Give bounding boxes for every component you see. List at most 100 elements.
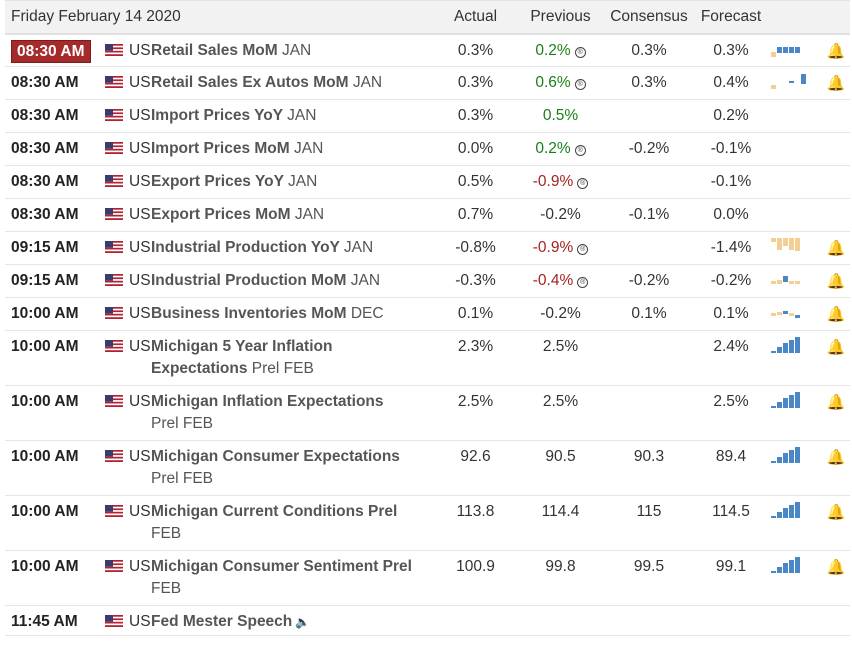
col-alert: [822, 1, 850, 34]
country-cell: US: [97, 199, 151, 232]
event-name[interactable]: Fed Mester Speech 🔈: [151, 613, 311, 630]
us-flag-icon: [105, 43, 123, 56]
actual-value: 0.3%: [457, 107, 494, 124]
actual-value: 100.9: [456, 558, 495, 575]
table-row[interactable]: 08:30 AM US Export Prices MoM JAN 0.7% -…: [5, 199, 850, 232]
event-name[interactable]: Industrial Production YoY JAN: [151, 239, 374, 256]
forecast-value: 114.5: [712, 503, 750, 520]
table-row[interactable]: 08:30 AM US Retail Sales MoM JAN 0.3% 0.…: [5, 34, 850, 67]
table-row[interactable]: 09:15 AM US Industrial Production MoM JA…: [5, 265, 850, 298]
table-row[interactable]: 10:00 AM US Michigan Consumer Sentiment …: [5, 551, 850, 606]
header-row: Friday February 14 2020 Actual Previous …: [5, 0, 850, 34]
event-name[interactable]: Export Prices MoM JAN: [151, 206, 325, 223]
event-name[interactable]: Export Prices YoY JAN: [151, 173, 318, 190]
table-row[interactable]: 08:30 AM US Retail Sales Ex Autos MoM JA…: [5, 67, 850, 100]
revised-icon[interactable]: ®: [574, 145, 586, 156]
event-name[interactable]: Import Prices MoM JAN: [151, 140, 324, 157]
bell-icon[interactable]: 🔔: [826, 75, 846, 92]
us-flag-icon: [105, 560, 123, 572]
sparkline-icon[interactable]: [767, 34, 822, 67]
actual-value: -0.3%: [455, 272, 496, 289]
bell-icon[interactable]: 🔔: [826, 449, 846, 466]
sparkline-icon[interactable]: [767, 298, 822, 331]
revised-icon[interactable]: ®: [574, 79, 586, 90]
table-row[interactable]: 08:30 AM US Import Prices YoY JAN 0.3% 0…: [5, 100, 850, 133]
sparkline-icon[interactable]: [767, 331, 822, 386]
country-code: US: [129, 558, 151, 575]
event-name[interactable]: Michigan Current Conditions Prel FEB: [151, 503, 398, 542]
previous-value: 0.5%: [542, 107, 579, 124]
event-name[interactable]: Retail Sales MoM JAN: [151, 41, 312, 59]
event-period: JAN: [281, 41, 312, 59]
event-time: 11:45 AM: [11, 613, 78, 630]
table-row[interactable]: 10:00 AM US Michigan Consumer Expectatio…: [5, 441, 850, 496]
event-period: JAN: [287, 107, 317, 124]
consensus-value: [603, 166, 695, 199]
country-cell: US: [97, 265, 151, 298]
forecast-value: 0.2%: [713, 107, 749, 124]
sparkline-icon[interactable]: [767, 496, 822, 551]
table-row[interactable]: 11:45 AM US Fed Mester Speech 🔈: [5, 606, 850, 636]
sparkline-icon[interactable]: [767, 232, 822, 265]
event-period: DEC: [350, 305, 384, 322]
revised-icon[interactable]: ®: [577, 178, 589, 189]
event-name[interactable]: Michigan Consumer Sentiment Prel FEB: [151, 558, 412, 597]
table-row[interactable]: 10:00 AM US Michigan Current Conditions …: [5, 496, 850, 551]
event-name[interactable]: Michigan Inflation Expectations Prel FEB: [151, 393, 384, 432]
actual-value: 0.7%: [457, 206, 494, 223]
bell-icon[interactable]: 🔔: [826, 504, 846, 521]
col-actual[interactable]: Actual: [453, 7, 498, 25]
col-forecast[interactable]: Forecast: [700, 7, 762, 25]
bell-icon[interactable]: 🔔: [826, 339, 846, 356]
bell-icon[interactable]: 🔔: [826, 306, 846, 323]
event-period: JAN: [350, 272, 381, 289]
previous-value: 0.6% ®: [518, 67, 603, 100]
actual-value: 113.8: [456, 503, 495, 520]
calendar-table: Friday February 14 2020 Actual Previous …: [5, 0, 850, 636]
revised-icon[interactable]: ®: [577, 277, 589, 288]
col-chart: [767, 1, 822, 34]
revised-icon[interactable]: ®: [574, 46, 586, 58]
sparkline-icon[interactable]: [767, 386, 822, 441]
event-name[interactable]: Michigan Consumer Expectations Prel FEB: [151, 448, 400, 487]
event-time: 10:00 AM: [11, 558, 79, 575]
event-period: Prel FEB: [151, 470, 214, 487]
sparkline-icon[interactable]: [767, 441, 822, 496]
previous-value: -0.9% ®: [518, 232, 603, 265]
bell-icon[interactable]: 🔔: [826, 273, 846, 290]
forecast-value: -0.1%: [710, 140, 752, 157]
event-name[interactable]: Import Prices YoY JAN: [151, 107, 317, 124]
event-period: FEB: [151, 525, 182, 542]
actual-value: -0.8%: [455, 239, 496, 256]
table-row[interactable]: 08:30 AM US Export Prices YoY JAN 0.5% -…: [5, 166, 850, 199]
revised-icon[interactable]: ®: [577, 244, 589, 255]
consensus-value: 0.3%: [631, 74, 667, 91]
sparkline-icon[interactable]: [767, 67, 822, 100]
event-name[interactable]: Michigan 5 Year Inflation Expectations Pr…: [151, 338, 333, 377]
bell-icon[interactable]: 🔔: [826, 559, 846, 576]
bell-icon[interactable]: 🔔: [826, 394, 846, 411]
us-flag-icon: [105, 505, 123, 517]
sparkline-icon[interactable]: [767, 265, 822, 298]
table-row[interactable]: 09:15 AM US Industrial Production YoY JA…: [5, 232, 850, 265]
consensus-value: 0.3%: [631, 41, 667, 59]
us-flag-icon: [105, 395, 123, 407]
table-row[interactable]: 10:00 AM US Michigan 5 Year Inflation Exp…: [5, 331, 850, 386]
consensus-value: 99.5: [633, 558, 665, 575]
forecast-value: 2.4%: [713, 338, 749, 355]
col-previous[interactable]: Previous: [530, 7, 591, 25]
speaker-icon: 🔈: [295, 615, 311, 629]
table-row[interactable]: 08:30 AM US Import Prices MoM JAN 0.0% 0…: [5, 133, 850, 166]
event-name[interactable]: Retail Sales Ex Autos MoM JAN: [151, 74, 383, 91]
previous-value: -0.4% ®: [518, 265, 603, 298]
event-name[interactable]: Industrial Production MoM JAN: [151, 272, 381, 289]
col-consensus[interactable]: Consensus: [610, 7, 688, 25]
bell-icon[interactable]: 🔔: [826, 240, 846, 257]
event-name[interactable]: Business Inventories MoM DEC: [151, 305, 384, 322]
table-row[interactable]: 10:00 AM US Michigan Inflation Expectati…: [5, 386, 850, 441]
country-cell: US: [97, 386, 151, 441]
us-flag-icon: [105, 175, 123, 187]
bell-icon[interactable]: 🔔: [826, 42, 846, 60]
sparkline-icon[interactable]: [767, 551, 822, 606]
table-row[interactable]: 10:00 AM US Business Inventories MoM DEC…: [5, 298, 850, 331]
